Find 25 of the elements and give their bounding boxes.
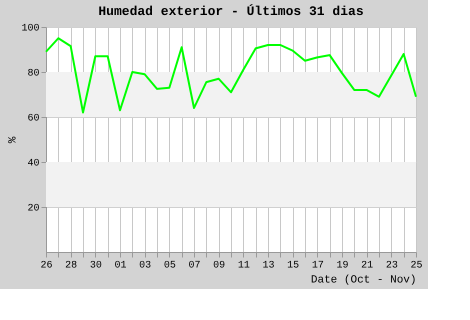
x-tick-label: 25 (410, 260, 423, 272)
x-tick-label: 19 (336, 260, 349, 272)
chart-title: Humedad exterior - Últimos 31 dias (98, 4, 364, 19)
x-tick-label: 21 (361, 260, 374, 272)
x-tick-label: 13 (262, 260, 275, 272)
line-series (45, 37, 417, 114)
y-tick-label: 100 (21, 24, 40, 34)
x-tick-label: 28 (65, 260, 78, 272)
y-tick-label: 80 (27, 68, 40, 80)
x-tick-label: 07 (188, 260, 201, 272)
x-tick-label: 09 (213, 260, 226, 272)
y-tick-label: 20 (27, 204, 40, 214)
x-tick-label: 01 (114, 260, 127, 272)
y-tick-label: 40 (27, 158, 40, 170)
x-tick-label: 17 (312, 260, 324, 272)
x-tick-label: 23 (386, 260, 398, 272)
x-tick-label: 26 (40, 260, 53, 272)
x-tick-label: 05 (164, 260, 176, 272)
x-tick-label: 15 (287, 260, 300, 272)
x-axis-title: Date (Oct - Nov) (310, 274, 416, 286)
y-tick-label: 60 (27, 114, 40, 124)
x-tick-label: 03 (139, 260, 152, 272)
x-tick-label: 11 (238, 260, 250, 272)
y-axis-title: % (7, 136, 20, 144)
x-tick-label: 30 (90, 260, 102, 272)
